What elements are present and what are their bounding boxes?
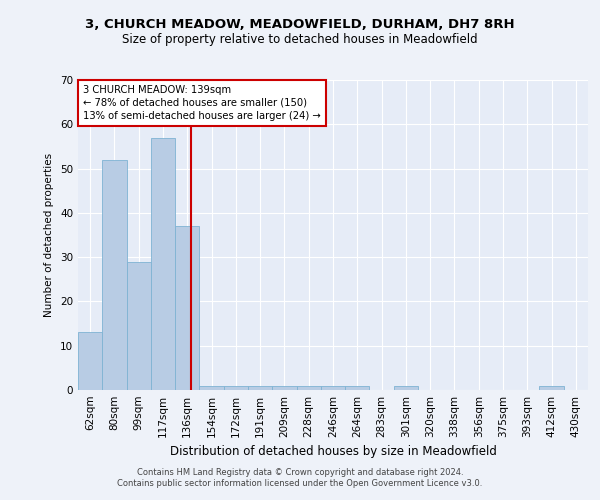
Text: 3, CHURCH MEADOW, MEADOWFIELD, DURHAM, DH7 8RH: 3, CHURCH MEADOW, MEADOWFIELD, DURHAM, D… — [85, 18, 515, 30]
Bar — [321, 386, 345, 390]
Bar — [151, 138, 175, 390]
Bar — [394, 386, 418, 390]
Bar — [78, 332, 102, 390]
Bar — [539, 386, 564, 390]
Bar — [199, 386, 224, 390]
X-axis label: Distribution of detached houses by size in Meadowfield: Distribution of detached houses by size … — [170, 446, 496, 458]
Bar — [102, 160, 127, 390]
Text: 3 CHURCH MEADOW: 139sqm
← 78% of detached houses are smaller (150)
13% of semi-d: 3 CHURCH MEADOW: 139sqm ← 78% of detache… — [83, 84, 321, 121]
Bar — [224, 386, 248, 390]
Bar — [127, 262, 151, 390]
Text: Size of property relative to detached houses in Meadowfield: Size of property relative to detached ho… — [122, 32, 478, 46]
Bar — [175, 226, 199, 390]
Bar — [248, 386, 272, 390]
Bar — [272, 386, 296, 390]
Y-axis label: Number of detached properties: Number of detached properties — [44, 153, 55, 317]
Bar — [345, 386, 370, 390]
Bar — [296, 386, 321, 390]
Text: Contains HM Land Registry data © Crown copyright and database right 2024.
Contai: Contains HM Land Registry data © Crown c… — [118, 468, 482, 487]
